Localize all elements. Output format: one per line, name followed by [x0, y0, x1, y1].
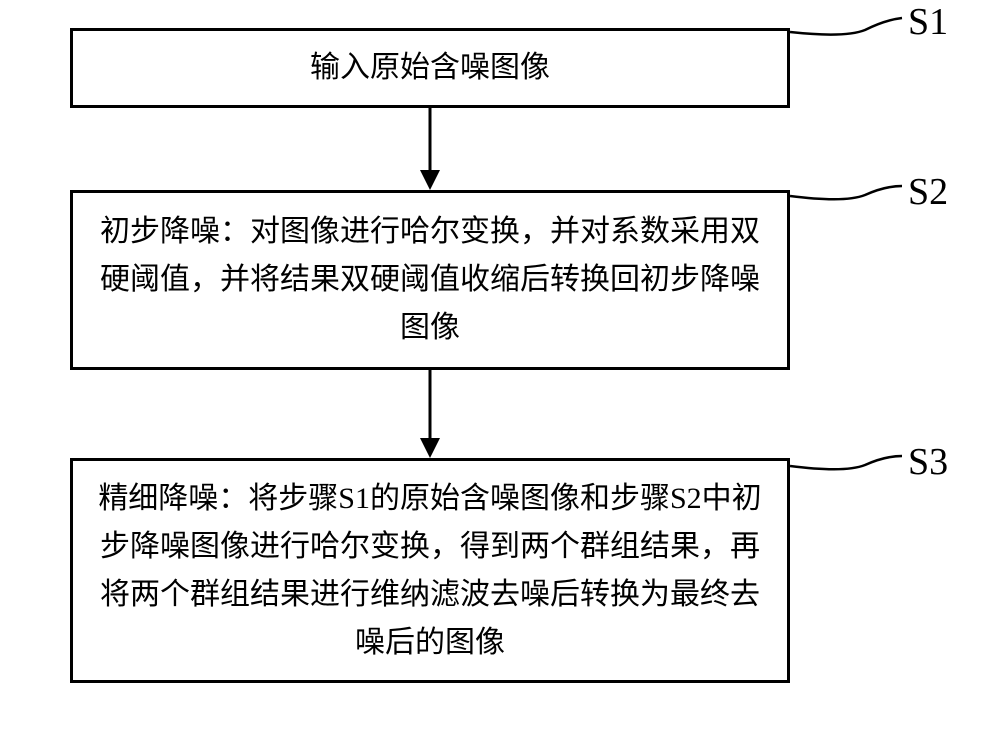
- step-box-s2: 初步降噪：对图像进行哈尔变换，并对系数采用双硬阈值，并将结果双硬阈值收缩后转换回…: [70, 190, 790, 370]
- step-label-s1: S1: [908, 0, 948, 44]
- connector-curve-s1: [790, 0, 910, 50]
- step-text-s1: 输入原始含噪图像: [310, 44, 550, 92]
- step-text-s3: 精细降噪：将步骤S1的原始含噪图像和步骤S2中初步降噪图像进行哈尔变换，得到两个…: [93, 475, 767, 667]
- step-box-s1: 输入原始含噪图像: [70, 28, 790, 108]
- step-box-s3: 精细降噪：将步骤S1的原始含噪图像和步骤S2中初步降噪图像进行哈尔变换，得到两个…: [70, 458, 790, 683]
- arrow-s1-s2: [415, 108, 445, 192]
- connector-curve-s3: [790, 438, 910, 488]
- connector-curve-s2: [790, 168, 910, 218]
- step-label-s2: S2: [908, 170, 948, 214]
- arrow-s2-s3: [415, 370, 445, 460]
- step-label-s3: S3: [908, 440, 948, 484]
- flowchart-container: 输入原始含噪图像 S1 初步降噪：对图像进行哈尔变换，并对系数采用双硬阈值，并将…: [0, 0, 1000, 738]
- step-text-s2: 初步降噪：对图像进行哈尔变换，并对系数采用双硬阈值，并将结果双硬阈值收缩后转换回…: [93, 208, 767, 352]
